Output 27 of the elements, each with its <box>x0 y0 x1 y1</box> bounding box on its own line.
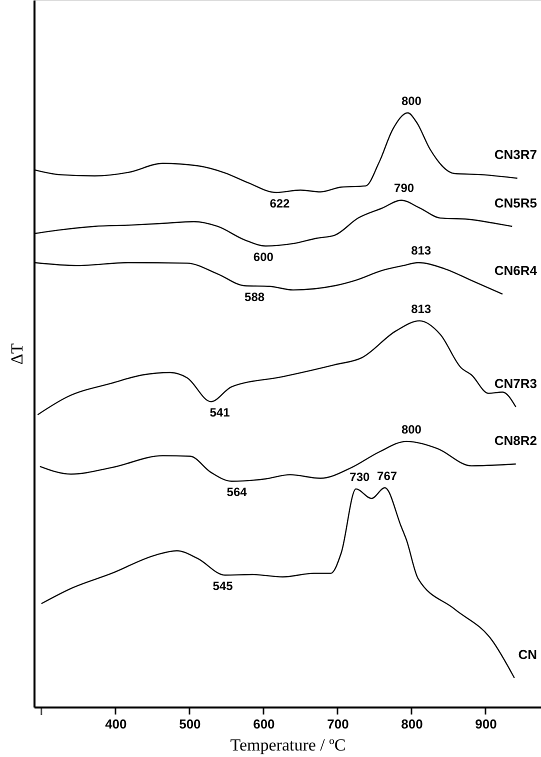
annotation: 588 <box>244 290 265 304</box>
series-label: CN <box>518 646 537 662</box>
x-tick-label: 800 <box>401 716 423 732</box>
annotation: 813 <box>411 244 432 258</box>
series-label: CN8R2 <box>494 433 537 448</box>
annotation: 564 <box>226 485 248 500</box>
series-label: CN5R5 <box>494 195 537 210</box>
annotation: 800 <box>401 422 422 436</box>
annotation: 600 <box>253 250 274 264</box>
annotation: 800 <box>401 94 422 108</box>
series-label: CN3R7 <box>494 147 537 162</box>
annotation: 545 <box>212 579 234 594</box>
series-label: CN6R4 <box>494 263 538 278</box>
x-tick-label: 700 <box>327 716 349 732</box>
x-tick-label: 400 <box>105 716 127 732</box>
x-tick-label: 600 <box>253 716 275 732</box>
annotation: 813 <box>411 302 432 316</box>
annotation: 541 <box>210 406 230 420</box>
series-label: CN7R3 <box>494 376 537 391</box>
y-axis-title: ΔT <box>8 342 26 365</box>
annotation: 790 <box>394 181 414 196</box>
annotation: 730 <box>350 470 370 484</box>
annotation: 622 <box>270 196 290 210</box>
x-tick-label: 500 <box>179 716 201 732</box>
x-axis-title: Temperature / ºC <box>230 736 346 754</box>
x-tick-label: 900 <box>475 716 497 732</box>
annotation: 767 <box>377 468 398 483</box>
